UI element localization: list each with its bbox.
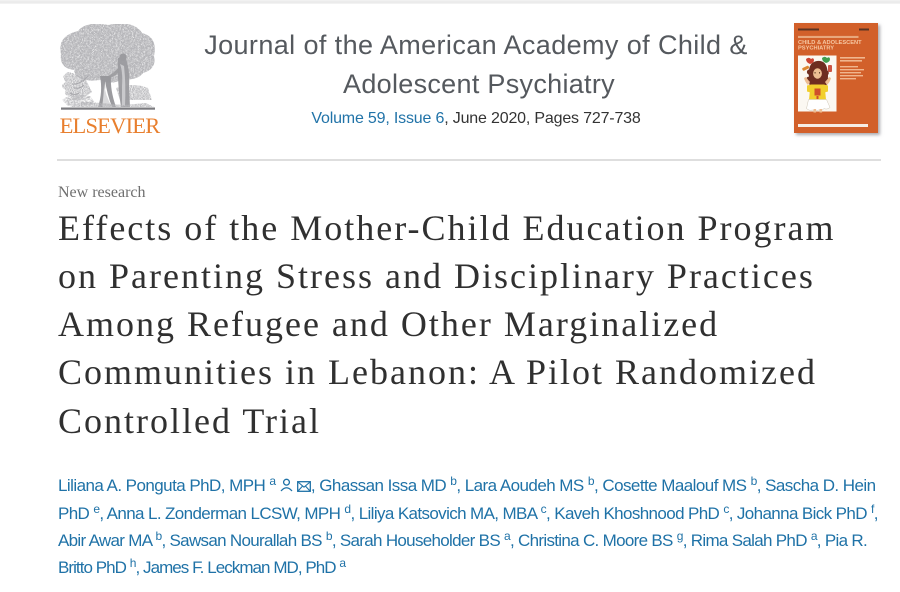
svg-text:PSYCHIATRY: PSYCHIATRY xyxy=(798,45,834,51)
svg-text:CHILD & ADOLESCENT: CHILD & ADOLESCENT xyxy=(798,40,862,46)
